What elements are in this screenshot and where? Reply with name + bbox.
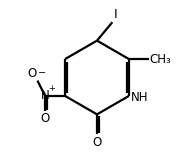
Text: I: I bbox=[114, 8, 118, 21]
Text: NH: NH bbox=[131, 91, 149, 104]
Text: −: − bbox=[38, 68, 46, 78]
Text: N: N bbox=[41, 89, 49, 102]
Text: O: O bbox=[27, 67, 37, 80]
Text: +: + bbox=[48, 84, 55, 93]
Text: O: O bbox=[41, 112, 50, 125]
Text: O: O bbox=[92, 136, 102, 149]
Text: CH₃: CH₃ bbox=[150, 53, 171, 66]
